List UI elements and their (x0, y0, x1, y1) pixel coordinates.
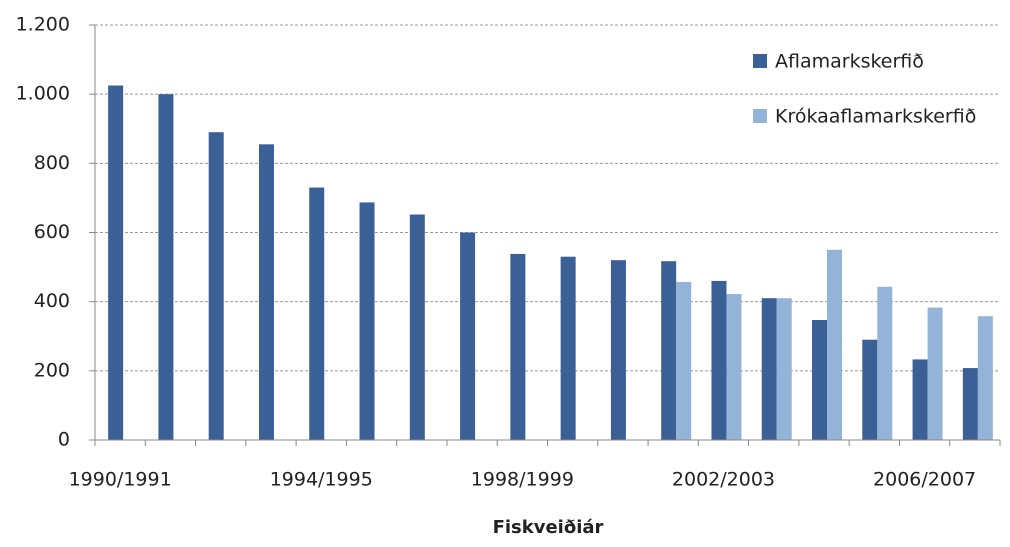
bar (610, 260, 626, 440)
y-tick-label: 800 (34, 152, 70, 174)
legend-swatch (753, 109, 767, 123)
bar (208, 132, 224, 441)
bar (726, 294, 742, 440)
y-tick-label: 600 (34, 221, 70, 243)
bar (776, 298, 792, 440)
y-tick-label: 400 (34, 290, 70, 312)
x-tick-label: 1994/1995 (270, 469, 373, 491)
bar (409, 214, 425, 440)
bar (258, 144, 274, 440)
legend-label: Aflamarkskerfið (775, 51, 924, 73)
bar (158, 94, 174, 441)
bar (661, 261, 677, 440)
bar (862, 339, 878, 440)
bar (977, 316, 993, 440)
legend-label: Krókaaflamarkskerfið (775, 106, 976, 128)
y-tick-label: 1.000 (16, 83, 70, 105)
bar (962, 368, 978, 440)
bar (108, 85, 124, 440)
bar (359, 202, 375, 440)
bar (761, 298, 777, 440)
bar (877, 286, 893, 440)
bar (812, 319, 828, 440)
bar (927, 307, 943, 440)
x-tick-label: 1990/1991 (69, 469, 172, 491)
y-tick-label: 0 (58, 429, 70, 451)
x-tick-label: 2002/2003 (672, 469, 775, 491)
bar (711, 280, 727, 440)
bar (912, 359, 928, 440)
bar (309, 187, 325, 440)
bar (827, 249, 843, 440)
y-tick-label: 1.200 (16, 14, 70, 36)
x-tick-label: 1998/1999 (471, 469, 574, 491)
bar (510, 253, 526, 440)
x-axis-title: Fiskveiðiár (493, 517, 604, 538)
legend-swatch (753, 54, 767, 68)
bar (460, 232, 476, 440)
x-tick-label: 2006/2007 (873, 469, 976, 491)
bar (560, 256, 576, 440)
y-tick-label: 200 (34, 359, 70, 381)
bar (676, 281, 692, 440)
